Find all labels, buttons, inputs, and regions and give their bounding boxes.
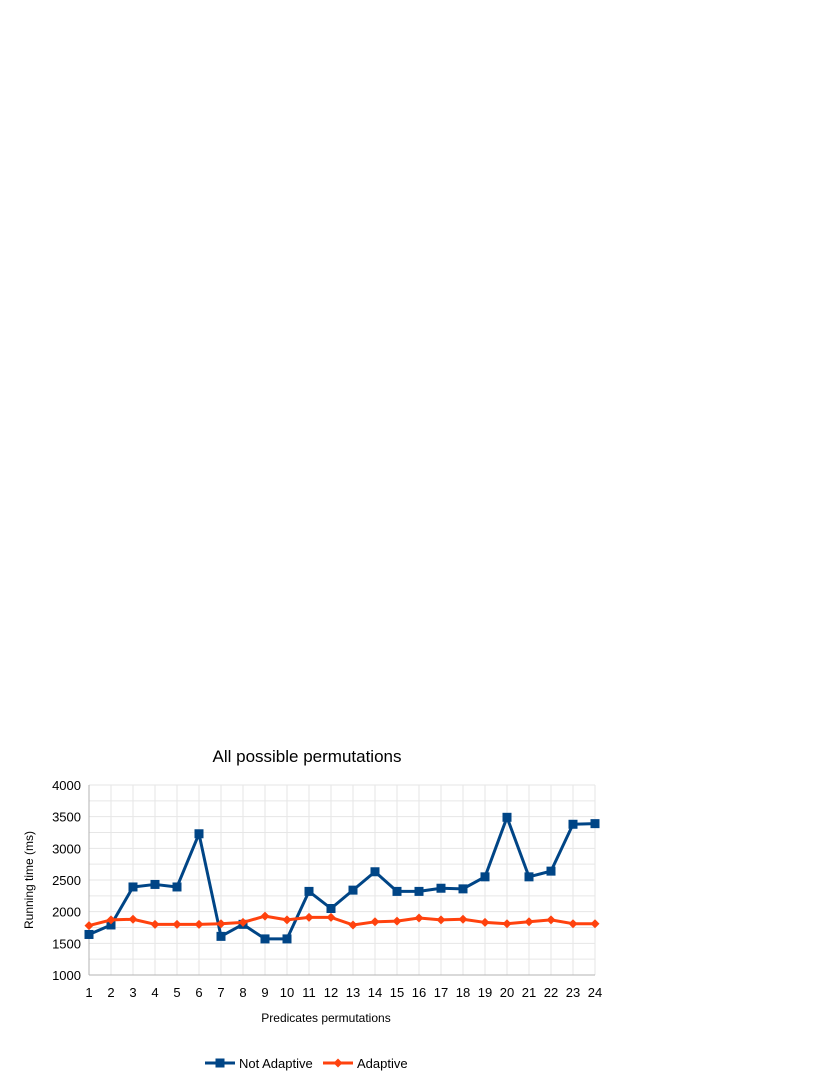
legend: Not Adaptive Adaptive: [205, 1056, 408, 1071]
data-point: [348, 885, 358, 895]
x-tick-label: 17: [434, 985, 448, 1000]
x-tick-label: 4: [151, 985, 158, 1000]
data-point: [546, 866, 556, 876]
data-point: [370, 917, 380, 927]
x-tick-label: 5: [173, 985, 180, 1000]
data-point: [546, 915, 556, 925]
data-point: [238, 917, 248, 927]
data-point: [436, 883, 446, 893]
data-point: [128, 882, 138, 892]
data-point: [502, 919, 512, 929]
data-point: [260, 911, 270, 921]
x-axis-label: Predicates permutations: [261, 1011, 390, 1025]
x-tick-label: 9: [261, 985, 268, 1000]
x-tick-label: 11: [302, 985, 316, 1000]
y-tick-label: 2500: [52, 873, 81, 888]
data-point: [150, 879, 160, 889]
data-point: [216, 919, 226, 929]
data-point: [414, 913, 424, 923]
data-point: [414, 886, 424, 896]
x-tick-label: 14: [368, 985, 382, 1000]
legend-entry: Not Adaptive: [205, 1056, 313, 1071]
data-point: [194, 829, 204, 839]
data-point: [304, 912, 314, 922]
data-point: [150, 919, 160, 929]
x-tick-label: 12: [324, 985, 338, 1000]
data-point: [458, 914, 468, 924]
x-tick-label: 22: [544, 985, 558, 1000]
series-1: [84, 911, 600, 931]
x-tick-label: 20: [500, 985, 514, 1000]
data-point: [326, 904, 336, 913]
series-line: [88, 914, 595, 928]
data-point: [260, 934, 270, 944]
x-tick-label: 15: [390, 985, 404, 1000]
data-point: [194, 919, 204, 929]
data-point: [84, 921, 94, 931]
data-point: [590, 819, 600, 829]
data-point: [172, 882, 182, 892]
series-lines: [84, 812, 600, 944]
data-point: [568, 819, 578, 829]
x-tick-label: 13: [346, 985, 360, 1000]
legend-label: Adaptive: [357, 1056, 408, 1071]
y-tick-label: 3500: [52, 810, 81, 825]
data-point: [392, 886, 402, 896]
data-point: [480, 872, 490, 882]
series-0: [84, 812, 600, 944]
x-tick-label: 18: [456, 985, 470, 1000]
y-tick-label: 4000: [52, 778, 81, 793]
x-tick-label: 10: [280, 985, 294, 1000]
axes: [88, 785, 595, 976]
data-point: [282, 934, 292, 944]
legend-entry: Adaptive: [323, 1056, 408, 1071]
y-tick-label: 3000: [52, 841, 81, 856]
data-point: [590, 919, 600, 929]
data-point: [282, 915, 292, 925]
data-point: [304, 886, 314, 896]
x-tick-label: 6: [195, 985, 202, 1000]
y-tick-label: 1500: [52, 936, 81, 951]
x-tick-label: 19: [478, 985, 492, 1000]
data-point: [568, 919, 578, 929]
legend-marker: [333, 1058, 343, 1068]
data-point: [326, 912, 336, 922]
x-tick-labels: 1 2 3 4 5 6 7 8 9 10 11 12 13 14 15 16 17 18 19 20 21 22 23 24: [85, 985, 602, 1000]
data-point: [348, 920, 358, 930]
data-point: [106, 915, 116, 925]
data-point: [480, 917, 490, 927]
data-point: [502, 812, 512, 822]
y-tick-labels: 1000 1500 2000 2500 3000 3500 4000: [52, 778, 81, 983]
data-point: [524, 872, 534, 882]
x-tick-label: 2: [107, 985, 114, 1000]
x-tick-label: 23: [566, 985, 580, 1000]
data-point: [216, 931, 226, 941]
data-point: [524, 917, 534, 927]
legend-label: Not Adaptive: [239, 1056, 313, 1071]
chart-title: All possible permutations: [213, 747, 402, 766]
data-point: [370, 867, 380, 877]
x-tick-label: 8: [239, 985, 246, 1000]
data-point: [172, 919, 182, 929]
legend-marker: [215, 1058, 225, 1068]
x-tick-label: 7: [217, 985, 224, 1000]
x-tick-label: 16: [412, 985, 426, 1000]
x-tick-label: 1: [85, 985, 92, 1000]
data-point: [84, 929, 94, 939]
data-point: [128, 914, 138, 924]
grid: [88, 784, 596, 976]
data-point: [392, 916, 402, 926]
x-tick-label: 3: [129, 985, 136, 1000]
y-tick-label: 2000: [52, 905, 81, 920]
y-tick-label: 1000: [52, 968, 81, 983]
x-tick-label: 24: [588, 985, 602, 1000]
data-point: [458, 884, 468, 894]
data-point: [436, 915, 446, 925]
y-axis-label: Running time (ms): [22, 831, 36, 929]
x-tick-label: 21: [522, 985, 536, 1000]
data-point: [106, 920, 116, 930]
